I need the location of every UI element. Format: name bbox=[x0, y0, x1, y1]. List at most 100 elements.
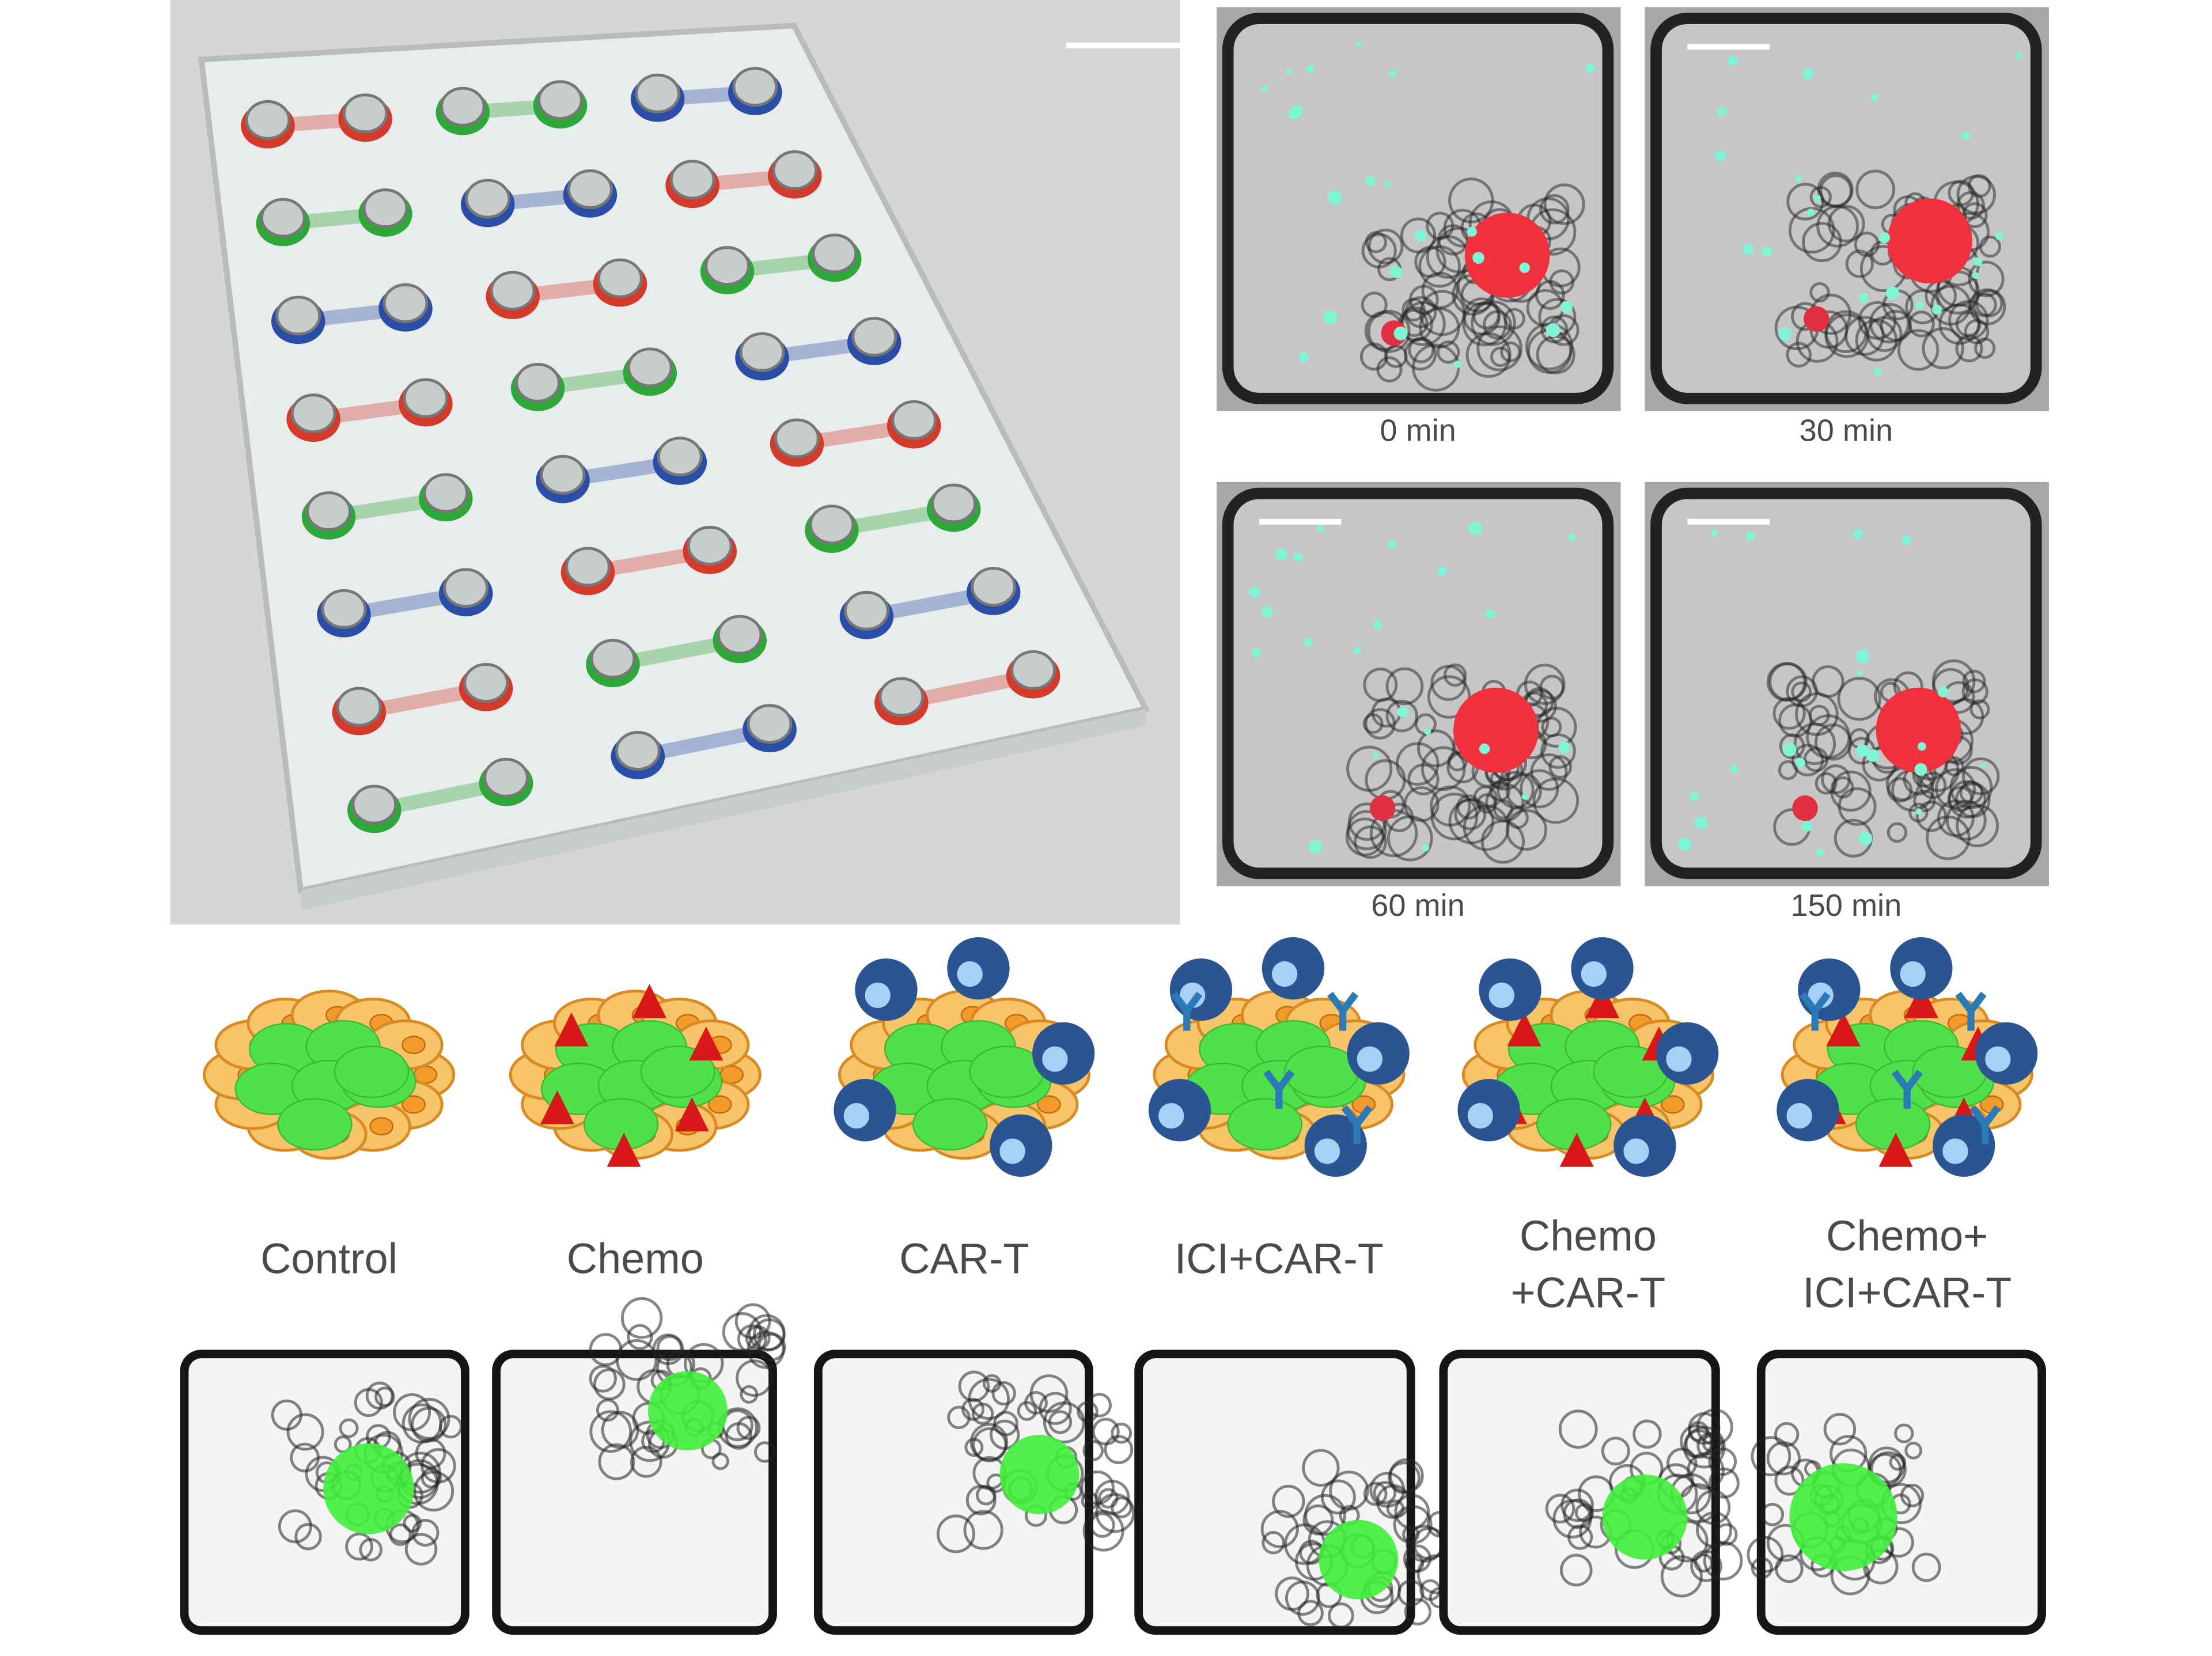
cell-cluster bbox=[1320, 1479, 1356, 1515]
well-rim bbox=[844, 590, 889, 631]
tumor-satellite bbox=[1804, 306, 1830, 332]
t-cell bbox=[1384, 181, 1391, 188]
cell-cluster bbox=[989, 1419, 1020, 1450]
cell-cluster bbox=[1368, 228, 1404, 264]
condition-label: Chemo bbox=[1520, 1212, 1657, 1260]
condition-label: Chemo bbox=[567, 1234, 704, 1282]
car-t-nucleus bbox=[1985, 1046, 2011, 1072]
t-cell bbox=[1972, 272, 1979, 279]
t-cell bbox=[1317, 525, 1324, 532]
cell-cluster bbox=[1111, 1422, 1132, 1444]
well-rim bbox=[465, 179, 511, 219]
well-rim bbox=[704, 246, 750, 286]
chemo-drug bbox=[1878, 1132, 1913, 1167]
cell-cluster bbox=[1272, 1484, 1305, 1518]
t-cell bbox=[1802, 68, 1814, 79]
t-cell bbox=[1288, 108, 1300, 120]
well-rim bbox=[321, 589, 367, 629]
cell-cluster bbox=[1854, 232, 1880, 257]
cell-cluster bbox=[1403, 786, 1440, 823]
t-cell bbox=[1866, 749, 1880, 762]
t-cell bbox=[1454, 361, 1462, 368]
well-rim bbox=[971, 567, 1017, 607]
t-cell bbox=[1560, 301, 1573, 313]
car-t-nucleus bbox=[1808, 982, 1834, 1009]
well-rim bbox=[717, 615, 763, 655]
time-label: 60 min bbox=[1371, 888, 1465, 923]
cell-cluster bbox=[736, 1359, 773, 1397]
t-cell bbox=[1519, 262, 1530, 273]
t-cell bbox=[1743, 244, 1754, 255]
well-rim bbox=[669, 160, 715, 200]
cell-cluster bbox=[294, 1523, 322, 1551]
t-cell bbox=[1393, 326, 1408, 340]
t-cell bbox=[1521, 793, 1528, 800]
tumor-cell bbox=[1227, 1098, 1302, 1151]
cell-cluster bbox=[1400, 217, 1437, 253]
chemo-drug bbox=[1585, 984, 1620, 1018]
t-cell bbox=[1962, 131, 1971, 140]
t-cell bbox=[1710, 529, 1718, 537]
t-cell bbox=[1486, 609, 1495, 619]
cell-cluster bbox=[1497, 771, 1535, 809]
well-rim bbox=[809, 505, 855, 545]
cell-cluster bbox=[601, 1411, 639, 1449]
tumor-satellite bbox=[1369, 795, 1396, 821]
cell-cluster bbox=[345, 1532, 373, 1561]
cell-cluster bbox=[1302, 1449, 1340, 1487]
well-rim bbox=[275, 295, 321, 336]
cell-cluster bbox=[1802, 222, 1842, 263]
chemo-drug bbox=[1904, 984, 1938, 1018]
t-cell bbox=[1995, 232, 2004, 240]
cell-cluster bbox=[1766, 1441, 1801, 1476]
checkpoint-inhibitor bbox=[1969, 1105, 2001, 1145]
t-cell bbox=[1856, 744, 1869, 757]
well-rim bbox=[537, 80, 583, 120]
cell-cluster bbox=[1384, 344, 1408, 368]
chemo-drug bbox=[689, 1026, 724, 1061]
t-cell bbox=[1917, 742, 1926, 751]
cell-cluster bbox=[1962, 669, 1986, 694]
cell-cluster bbox=[1476, 325, 1522, 372]
cell-cluster bbox=[1369, 1472, 1406, 1508]
cell-cluster bbox=[1961, 757, 2000, 795]
t-cell bbox=[1327, 191, 1342, 205]
tumor-cell bbox=[912, 1098, 988, 1151]
well-rim bbox=[515, 363, 560, 403]
cell-cluster bbox=[290, 1442, 320, 1473]
well-rim bbox=[657, 437, 703, 477]
t-cell bbox=[1306, 65, 1315, 73]
cell-cluster bbox=[1751, 1436, 1791, 1476]
cell-cluster bbox=[1949, 766, 1993, 809]
cell-cluster bbox=[1545, 1494, 1575, 1524]
well-rim bbox=[878, 677, 925, 717]
cell-cluster bbox=[1968, 260, 2005, 297]
t-cell bbox=[1902, 535, 1911, 545]
t-cell bbox=[1870, 93, 1878, 101]
cell-cluster bbox=[1490, 346, 1511, 367]
cell-cluster bbox=[1913, 789, 1936, 813]
t-cell bbox=[1729, 764, 1738, 774]
checkpoint-inhibitor bbox=[1891, 1070, 1923, 1109]
cell-cluster bbox=[1539, 194, 1570, 225]
t-cell bbox=[1858, 293, 1869, 304]
tumor-spheroid bbox=[323, 1443, 414, 1534]
cell-cluster bbox=[1549, 269, 1574, 295]
cell-cluster bbox=[1887, 822, 1908, 843]
well-rim bbox=[423, 473, 469, 513]
cell-cluster bbox=[1908, 802, 1929, 823]
cell-cluster bbox=[1262, 1531, 1285, 1555]
checkpoint-inhibitor bbox=[1799, 991, 1831, 1031]
chemo-drug bbox=[1826, 1012, 1861, 1047]
cell-cluster bbox=[589, 1410, 632, 1453]
cell-cluster bbox=[589, 1365, 617, 1393]
cell-cluster bbox=[1361, 233, 1397, 268]
t-cell bbox=[1304, 638, 1313, 647]
t-cell bbox=[1323, 310, 1338, 325]
result-well bbox=[492, 1350, 777, 1635]
t-cell bbox=[1286, 68, 1292, 74]
well-rim bbox=[403, 378, 449, 418]
checkpoint-inhibitor bbox=[1171, 991, 1203, 1031]
cell-cluster bbox=[963, 1510, 1003, 1550]
